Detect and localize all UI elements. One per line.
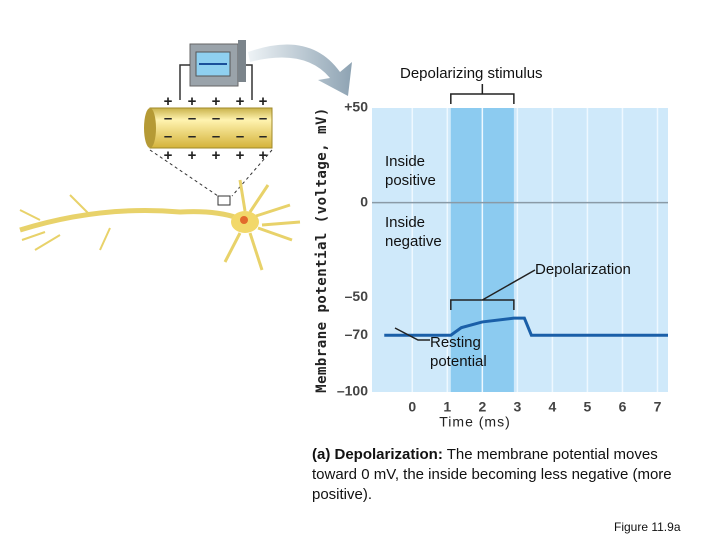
stimulus-label: Depolarizing stimulus [400, 65, 543, 82]
inside-negative-label: Inside negative [385, 214, 442, 250]
inside-charge: – [164, 128, 172, 145]
outside-charge: + [259, 147, 268, 164]
y-tick-label: +50 [344, 99, 368, 115]
x-tick-label: 3 [513, 399, 521, 415]
depolarization-label: Depolarization [535, 261, 631, 278]
neuron-illustration [19, 40, 352, 271]
resting-leader [394, 327, 430, 341]
x-tick-label: 2 [478, 399, 486, 415]
caption-text: The membrane potential moves toward 0 mV… [312, 446, 672, 503]
outside-charge: + [212, 93, 221, 110]
outside-charge: + [236, 93, 245, 110]
x-tick-label: 0 [408, 399, 416, 415]
outside-charge: + [212, 147, 221, 164]
x-tick-label: 6 [619, 399, 627, 415]
inside-charge: – [188, 110, 196, 127]
figure-label: Figure 11.9a [614, 520, 681, 534]
y-tick-label: –70 [345, 326, 369, 342]
inside-positive-label: Inside positive [385, 153, 436, 189]
caption-lead: (a) Depolarization: [312, 446, 443, 463]
inside-charge: – [212, 128, 220, 145]
outside-charge: + [188, 147, 197, 164]
outside-charge: + [259, 93, 268, 110]
outside-charge: + [188, 93, 197, 110]
y-tick-label: –50 [345, 288, 369, 304]
outside-charge: + [236, 147, 245, 164]
inside-charge: – [236, 110, 244, 127]
y-tick-label: 0 [360, 193, 368, 209]
x-tick-label: 5 [584, 399, 592, 415]
plot-area [372, 108, 668, 392]
outside-charge: + [164, 147, 173, 164]
resting-label: Resting potential [430, 334, 487, 370]
inside-charge: – [188, 128, 196, 145]
inside-charge: – [164, 110, 172, 127]
depolarization-bracket [450, 269, 536, 310]
stimulus-bracket [450, 84, 515, 104]
x-tick-label: 7 [654, 399, 662, 415]
inside-charge: – [259, 128, 267, 145]
y-axis-label: Membrane potential (voltage, mV) [314, 107, 330, 393]
x-axis-label: Time (ms) [439, 414, 510, 430]
inside-charge: – [212, 110, 220, 127]
x-tick-label: 4 [549, 399, 557, 415]
outside-charge: + [164, 93, 173, 110]
membrane-line [384, 316, 668, 337]
x-tick-label: 1 [443, 399, 451, 415]
caption: (a) Depolarization: The membrane potenti… [312, 445, 672, 505]
y-tick-label: –100 [337, 383, 368, 399]
inside-charge: – [259, 110, 267, 127]
inside-charge: – [236, 128, 244, 145]
